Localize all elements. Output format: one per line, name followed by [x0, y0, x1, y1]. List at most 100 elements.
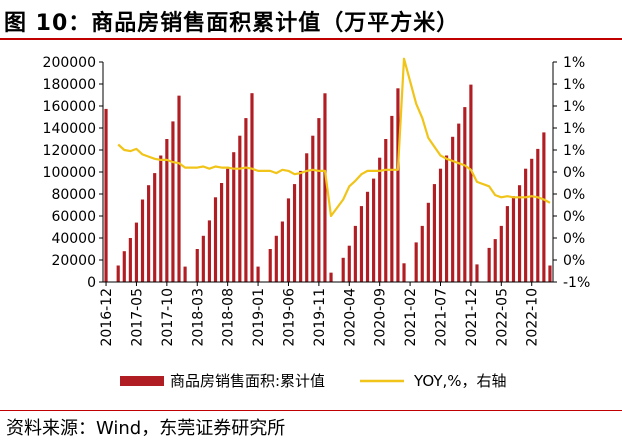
bar — [140, 199, 145, 282]
x-tick-label: 2021-12 — [464, 288, 480, 347]
bar — [475, 264, 479, 282]
x-tick-label: 2018-08 — [221, 288, 237, 347]
axes — [99, 61, 557, 286]
x-tick-label: 2022-10 — [525, 288, 541, 347]
bar — [305, 153, 309, 282]
bar — [499, 225, 503, 282]
right-tick-label: 0% — [563, 231, 585, 247]
bar — [238, 135, 242, 282]
x-tick-label: 2020-04 — [342, 288, 358, 347]
bar — [505, 206, 509, 282]
bar — [171, 121, 175, 283]
left-tick-label: 200000 — [43, 55, 96, 71]
right-tick-label: 1% — [563, 99, 585, 115]
bar — [384, 139, 388, 282]
bar — [390, 115, 394, 283]
bar — [469, 84, 473, 282]
right-tick-label: 1% — [563, 55, 585, 71]
combo-chart: 0 20000 40000 60000 80000 100000 120000 140000 1… — [43, 55, 591, 390]
left-tick-label: 140000 — [43, 121, 96, 137]
left-tick-label: 100000 — [43, 165, 96, 181]
bar — [244, 118, 248, 282]
bar — [232, 152, 236, 282]
bar — [220, 183, 224, 282]
right-tick-label: 0% — [563, 187, 585, 203]
right-tick-label: 1% — [563, 77, 585, 93]
right-tick-label: -1% — [563, 275, 590, 291]
bar — [396, 88, 400, 282]
bar — [128, 238, 132, 282]
x-tick-label: 2019-06 — [281, 288, 297, 347]
bar — [274, 235, 278, 282]
bar — [213, 197, 218, 282]
x-tick-label: 2022-05 — [494, 288, 510, 347]
left-axis-labels: 0 20000 40000 60000 80000 100000 120000 140000 1… — [43, 55, 96, 291]
right-tick-label: 1% — [563, 121, 585, 137]
legend-bar-label: 商品房销售面积:累计值 — [170, 372, 325, 390]
bar — [359, 206, 364, 282]
left-tick-label: 180000 — [43, 77, 96, 93]
bar — [317, 118, 321, 282]
chart-area: 0 20000 40000 60000 80000 100000 120000 140000 1… — [0, 40, 622, 408]
figure-title: 图 10：商品房销售面积累计值（万平方米） — [4, 11, 460, 36]
bar — [438, 168, 443, 282]
bar — [487, 247, 491, 282]
left-tick-label: 160000 — [43, 99, 96, 115]
right-tick-label: 0% — [563, 209, 585, 225]
bar — [536, 148, 540, 282]
bar — [402, 263, 406, 282]
bar — [201, 235, 205, 282]
bar — [226, 168, 230, 282]
bar — [414, 242, 418, 282]
line-series — [117, 57, 551, 218]
legend-bar-swatch — [120, 376, 164, 386]
bar — [165, 139, 169, 282]
bar — [147, 185, 151, 282]
bar — [286, 198, 291, 282]
right-axis-labels: -1% 0% 0% 0% 0% 0% 1% 1% 1% 1% 1% — [563, 55, 590, 291]
bar — [420, 225, 424, 282]
bar — [183, 266, 187, 282]
x-tick-label: 2016-12 — [99, 288, 115, 347]
bar — [299, 170, 303, 282]
bar — [517, 185, 522, 282]
bar — [445, 155, 449, 282]
bar — [323, 93, 327, 283]
bar — [353, 225, 357, 282]
x-tick-label: 2019-11 — [312, 288, 328, 347]
left-tick-label: 120000 — [43, 143, 96, 159]
bar — [280, 221, 284, 282]
bar — [116, 265, 120, 282]
left-tick-label: 0 — [87, 275, 96, 291]
x-tick-label: 2017-05 — [129, 288, 145, 347]
bar — [104, 108, 108, 282]
bar — [177, 95, 181, 282]
left-tick-label: 40000 — [51, 231, 96, 247]
bar — [463, 107, 467, 282]
x-tick-label: 2020-09 — [373, 288, 389, 347]
bar — [311, 135, 315, 282]
left-tick-label: 80000 — [51, 187, 96, 203]
bar — [378, 157, 382, 282]
bar — [159, 155, 163, 282]
bar — [365, 191, 370, 282]
bar — [493, 239, 497, 282]
bar — [122, 251, 126, 282]
bar — [451, 136, 455, 282]
source-note: 资料来源：Wind，东莞证券研究所 — [6, 418, 286, 439]
bar — [432, 184, 436, 282]
left-tick-label: 20000 — [51, 253, 96, 269]
source-rule — [0, 410, 622, 411]
bar — [372, 178, 376, 282]
bar — [511, 196, 516, 282]
x-tick-label: 2021-07 — [434, 288, 450, 347]
bar — [457, 123, 461, 282]
bar-series — [104, 84, 552, 283]
bar — [329, 272, 333, 282]
bar — [542, 132, 546, 282]
bar — [134, 222, 139, 282]
x-tick-label: 2017-10 — [160, 288, 176, 347]
bar — [268, 249, 272, 282]
bar — [195, 249, 199, 282]
right-tick-label: 0% — [563, 253, 585, 269]
